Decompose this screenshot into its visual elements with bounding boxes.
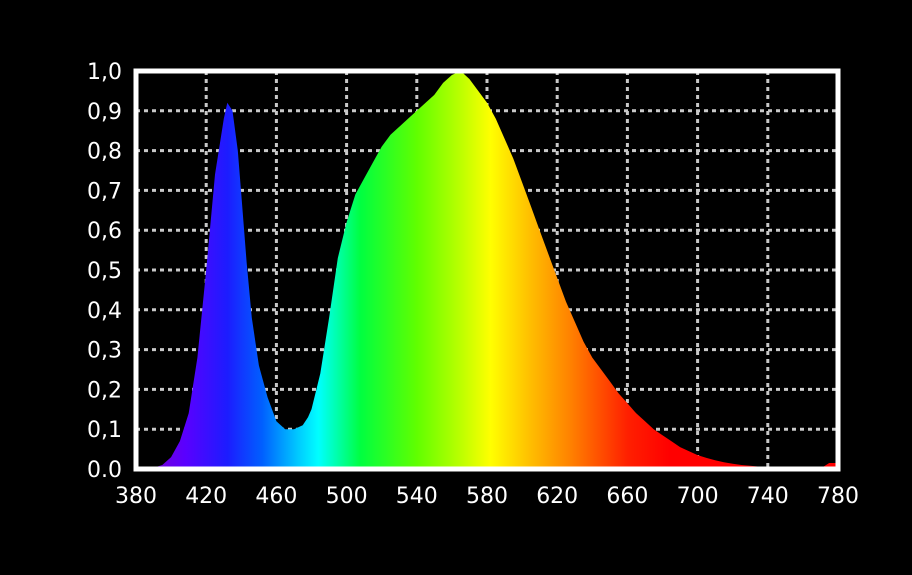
x-tick-label: 700 bbox=[677, 484, 719, 509]
x-tick-label: 380 bbox=[115, 484, 157, 509]
x-axis-ticks: 380 420 460 500 540 580 620 660 700 740 780 bbox=[115, 484, 859, 509]
x-tick-label: 500 bbox=[326, 484, 368, 509]
y-tick-label: 0,8 bbox=[87, 140, 122, 165]
y-tick-label: 0,3 bbox=[87, 339, 122, 364]
y-tick-label: 1,0 bbox=[87, 60, 122, 85]
x-tick-label: 660 bbox=[606, 484, 648, 509]
y-tick-label: 0,7 bbox=[87, 179, 122, 204]
x-tick-label: 580 bbox=[466, 484, 508, 509]
y-tick-label: 0,5 bbox=[87, 259, 122, 284]
x-tick-label: 780 bbox=[817, 484, 859, 509]
x-tick-label: 740 bbox=[747, 484, 789, 509]
y-tick-label: 0,2 bbox=[87, 378, 122, 403]
y-tick-label: 0.0 bbox=[87, 458, 122, 483]
y-tick-label: 0,4 bbox=[87, 299, 122, 324]
y-tick-label: 0,9 bbox=[87, 100, 122, 125]
y-axis-ticks: 0.0 0,1 0,2 0,3 0,4 0,5 0,6 0,7 0,8 0,9 1,0 bbox=[87, 60, 122, 483]
y-tick-label: 0,1 bbox=[87, 418, 122, 443]
plot-frame bbox=[133, 68, 841, 472]
y-tick-label: 0,6 bbox=[87, 219, 122, 244]
x-tick-label: 620 bbox=[536, 484, 578, 509]
spectrum-area bbox=[136, 71, 838, 469]
x-tick-label: 420 bbox=[185, 484, 227, 509]
x-tick-label: 540 bbox=[396, 484, 438, 509]
x-tick-label: 460 bbox=[255, 484, 297, 509]
